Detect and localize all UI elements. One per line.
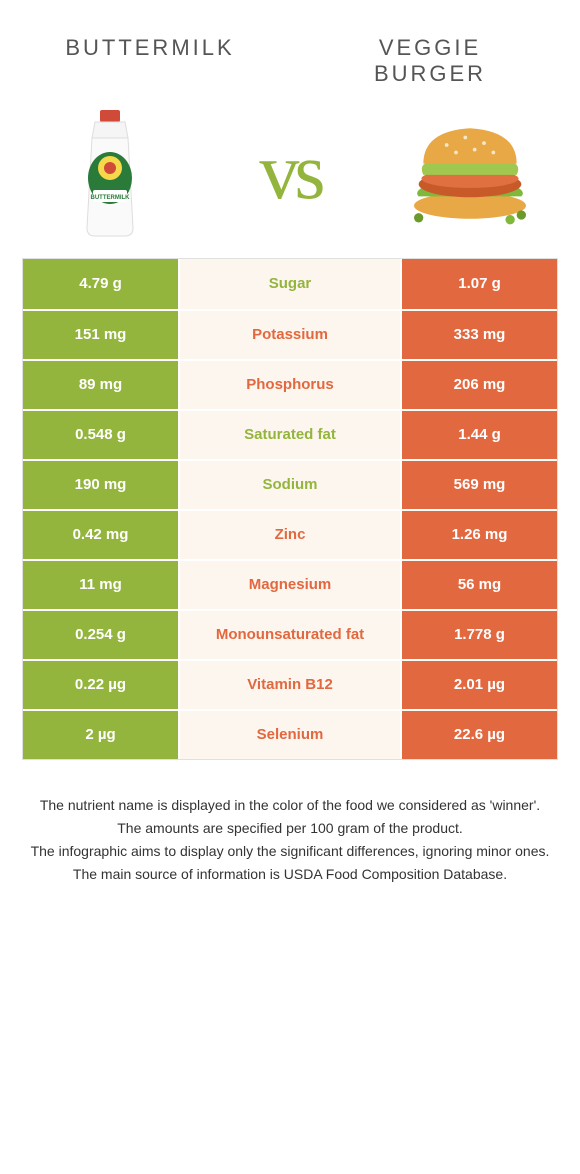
cell-right-value: 56 mg — [402, 561, 557, 609]
table-row: 0.22 µgVitamin B122.01 µg — [23, 659, 557, 709]
cell-right-value: 2.01 µg — [402, 661, 557, 709]
table-row: 190 mgSodium569 mg — [23, 459, 557, 509]
cell-nutrient-name: Sodium — [178, 461, 402, 509]
table-row: 2 µgSelenium22.6 µg — [23, 709, 557, 759]
nutrient-table: 4.79 gSugar1.07 g151 mgPotassium333 mg89… — [22, 258, 558, 760]
vs-label: vs — [259, 127, 320, 218]
footer-line: The nutrient name is displayed in the co… — [30, 795, 550, 816]
cell-right-value: 1.07 g — [402, 259, 557, 309]
cell-right-value: 1.778 g — [402, 611, 557, 659]
cell-left-value: 190 mg — [23, 461, 178, 509]
cell-left-value: 0.254 g — [23, 611, 178, 659]
cell-nutrient-name: Monounsaturated fat — [178, 611, 402, 659]
svg-text:BUTTERMILK: BUTTERMILK — [91, 195, 131, 201]
table-row: 151 mgPotassium333 mg — [23, 309, 557, 359]
hero-row: BUTTERMILK vs — [0, 98, 580, 258]
header: Buttermilk Veggie burger — [0, 0, 580, 98]
table-row: 11 mgMagnesium56 mg — [23, 559, 557, 609]
table-row: 89 mgPhosphorus206 mg — [23, 359, 557, 409]
cell-nutrient-name: Selenium — [178, 711, 402, 759]
cell-left-value: 0.22 µg — [23, 661, 178, 709]
cell-nutrient-name: Saturated fat — [178, 411, 402, 459]
table-row: 4.79 gSugar1.07 g — [23, 259, 557, 309]
cell-left-value: 89 mg — [23, 361, 178, 409]
cell-nutrient-name: Phosphorus — [178, 361, 402, 409]
cell-left-value: 0.548 g — [23, 411, 178, 459]
cell-left-value: 0.42 mg — [23, 511, 178, 559]
title-left: Buttermilk — [50, 35, 250, 88]
cell-left-value: 2 µg — [23, 711, 178, 759]
cell-right-value: 206 mg — [402, 361, 557, 409]
footer-line: The infographic aims to display only the… — [30, 841, 550, 862]
table-row: 0.42 mgZinc1.26 mg — [23, 509, 557, 559]
buttermilk-image: BUTTERMILK — [40, 108, 180, 238]
cell-right-value: 569 mg — [402, 461, 557, 509]
footer-line: The amounts are specified per 100 gram o… — [30, 818, 550, 839]
cell-nutrient-name: Magnesium — [178, 561, 402, 609]
cell-left-value: 4.79 g — [23, 259, 178, 309]
cell-nutrient-name: Sugar — [178, 259, 402, 309]
cell-left-value: 151 mg — [23, 311, 178, 359]
footer-notes: The nutrient name is displayed in the co… — [0, 760, 580, 885]
cell-right-value: 1.44 g — [402, 411, 557, 459]
cell-right-value: 333 mg — [402, 311, 557, 359]
cell-nutrient-name: Zinc — [178, 511, 402, 559]
cell-right-value: 22.6 µg — [402, 711, 557, 759]
cell-nutrient-name: Potassium — [178, 311, 402, 359]
cell-nutrient-name: Vitamin B12 — [178, 661, 402, 709]
footer-line: The main source of information is USDA F… — [30, 864, 550, 885]
cell-left-value: 11 mg — [23, 561, 178, 609]
veggie-burger-image — [400, 108, 540, 238]
cell-right-value: 1.26 mg — [402, 511, 557, 559]
table-row: 0.254 gMonounsaturated fat1.778 g — [23, 609, 557, 659]
table-row: 0.548 gSaturated fat1.44 g — [23, 409, 557, 459]
title-right: Veggie burger — [330, 35, 530, 88]
